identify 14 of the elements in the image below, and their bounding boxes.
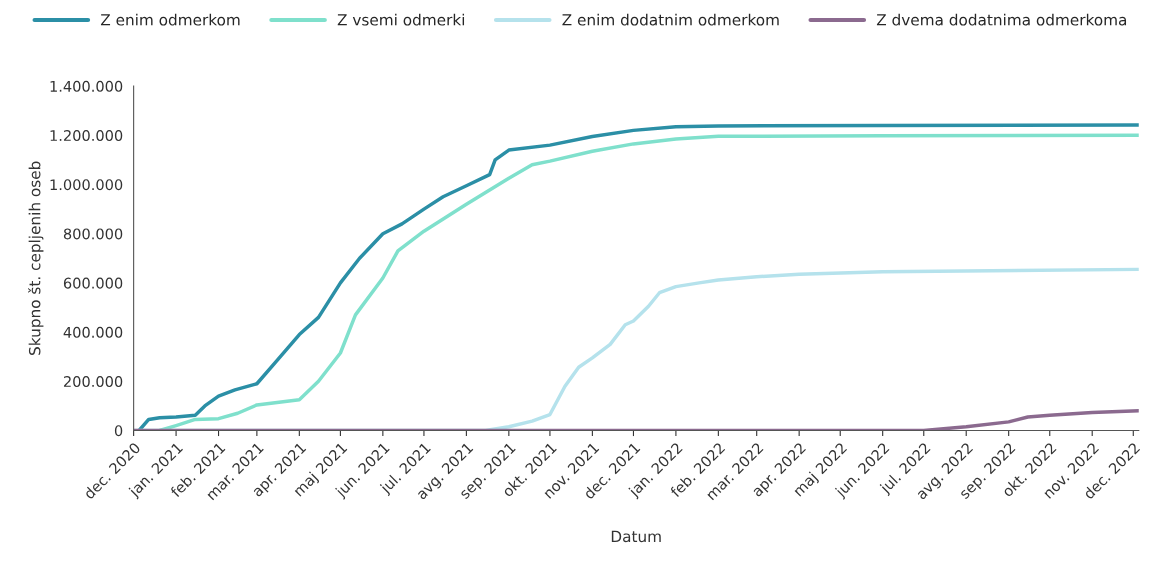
legend-label: Z enim dodatnim odmerkom <box>562 13 779 26</box>
legend-label: Z enim odmerkom <box>100 13 240 26</box>
y-tick-label: 200.000 <box>63 376 123 388</box>
y-tick-label: 1.000.000 <box>50 179 123 191</box>
y-tick-label: 1.400.000 <box>50 80 123 92</box>
legend-label: Z vsemi odmerki <box>337 13 465 26</box>
y-tick-label: 400.000 <box>63 326 123 338</box>
y-tick-label: 600.000 <box>63 277 123 289</box>
y-axis-title: Skupno št. cepljenih oseb <box>28 161 44 355</box>
x-axis-title: Datum <box>611 530 661 543</box>
y-tick-label: 0 <box>114 425 123 437</box>
legend-label: Z dvema dodatnima odmerkoma <box>876 13 1127 26</box>
y-tick-label: 1.200.000 <box>50 130 123 142</box>
y-tick-label: 800.000 <box>63 228 123 240</box>
